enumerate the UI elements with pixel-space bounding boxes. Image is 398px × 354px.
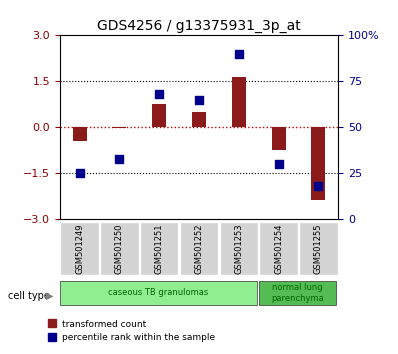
Text: GSM501254: GSM501254 xyxy=(274,223,283,274)
FancyBboxPatch shape xyxy=(60,281,257,305)
FancyBboxPatch shape xyxy=(60,222,99,275)
Bar xyxy=(72,127,87,141)
Bar xyxy=(232,77,246,127)
Text: caseous TB granulomas: caseous TB granulomas xyxy=(108,289,208,297)
FancyBboxPatch shape xyxy=(299,222,338,275)
Text: ▶: ▶ xyxy=(46,291,53,301)
Text: normal lung
parenchyma: normal lung parenchyma xyxy=(271,283,324,303)
FancyBboxPatch shape xyxy=(180,222,218,275)
FancyBboxPatch shape xyxy=(100,222,139,275)
Text: GDS4256 / g13375931_3p_at: GDS4256 / g13375931_3p_at xyxy=(97,19,301,34)
FancyBboxPatch shape xyxy=(140,222,178,275)
FancyBboxPatch shape xyxy=(259,222,298,275)
Point xyxy=(236,51,242,57)
Bar xyxy=(312,127,326,200)
Point xyxy=(76,171,83,176)
Bar xyxy=(192,112,206,127)
Text: GSM501253: GSM501253 xyxy=(234,223,243,274)
Point xyxy=(156,91,162,97)
Text: GSM501249: GSM501249 xyxy=(75,223,84,274)
Text: GSM501251: GSM501251 xyxy=(155,223,164,274)
Text: GSM501255: GSM501255 xyxy=(314,223,323,274)
Text: GSM501252: GSM501252 xyxy=(195,223,203,274)
Point xyxy=(275,161,282,167)
Text: GSM501250: GSM501250 xyxy=(115,223,124,274)
FancyBboxPatch shape xyxy=(259,281,336,305)
Point xyxy=(315,183,322,189)
Bar xyxy=(113,127,127,128)
Bar xyxy=(152,104,166,127)
FancyBboxPatch shape xyxy=(220,222,258,275)
Point xyxy=(116,156,123,161)
Text: cell type: cell type xyxy=(8,291,50,301)
Point xyxy=(196,97,202,103)
Bar xyxy=(271,127,286,150)
Legend: transformed count, percentile rank within the sample: transformed count, percentile rank withi… xyxy=(44,316,219,346)
